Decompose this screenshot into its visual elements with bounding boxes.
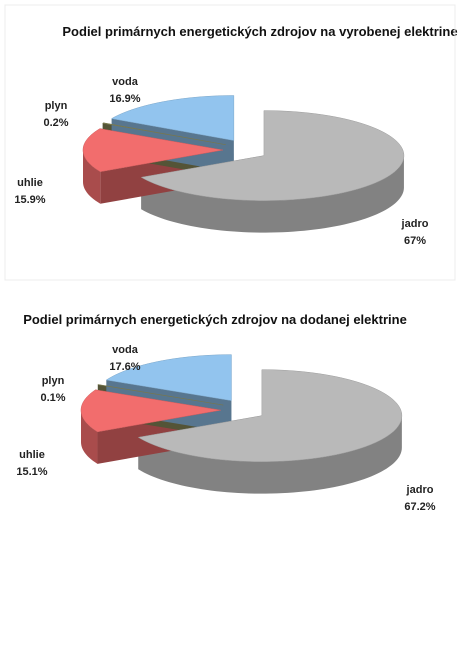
slice-label: voda (112, 76, 139, 88)
slice (137, 369, 403, 462)
slice (82, 128, 224, 172)
chart-frame (4, 4, 456, 281)
slice-side (141, 155, 404, 233)
slice-side (81, 410, 98, 464)
slice-label: jadro (401, 218, 429, 230)
slice (110, 95, 235, 141)
slice-side (138, 415, 402, 494)
slice-label: jadro (406, 484, 434, 496)
slice (97, 384, 224, 406)
slice-value-label: 15.1% (16, 466, 47, 478)
slice-value-label: 67% (404, 235, 426, 247)
slice-value-label: 0.1% (40, 392, 65, 404)
slice-value-label: 16.9% (109, 93, 140, 105)
slice-label: uhlie (19, 449, 45, 461)
slice-side (83, 150, 101, 204)
slice (105, 354, 232, 401)
slice-value-label: 0.2% (43, 117, 68, 129)
slice (140, 110, 405, 201)
slice-label: plyn (42, 375, 65, 387)
slice-value-label: 17.6% (109, 361, 140, 373)
chart-title: Podiel primárnych energetických zdrojov … (62, 24, 458, 39)
slice-label: uhlie (17, 177, 43, 189)
chart-title: Podiel primárnych energetických zdrojov … (23, 312, 407, 327)
slice-value-label: 15.9% (14, 194, 45, 206)
slice (101, 122, 226, 145)
slice-label: voda (112, 344, 139, 356)
slice (80, 389, 222, 433)
slice-label: plyn (45, 100, 68, 112)
slice-value-label: 67.2% (404, 501, 435, 513)
